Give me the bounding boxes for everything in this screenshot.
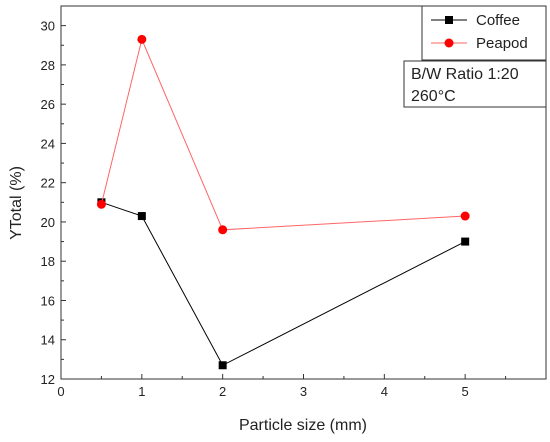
y-tick-label: 22 bbox=[41, 176, 55, 191]
x-axis-title: Particle size (mm) bbox=[239, 417, 367, 434]
x-tick-label: 3 bbox=[300, 384, 307, 399]
legend-coffee-label: Coffee bbox=[476, 12, 520, 29]
y-tick-label: 14 bbox=[41, 333, 55, 348]
coffee-point bbox=[461, 237, 470, 246]
x-tick-label: 5 bbox=[462, 384, 469, 399]
y-tick-label: 30 bbox=[41, 19, 55, 34]
legend-box bbox=[421, 5, 547, 61]
legend-coffee-marker bbox=[445, 16, 453, 24]
y-axis: 12 14 16 18 20 22 24 26 28 30 bbox=[41, 19, 66, 387]
annotation-box bbox=[403, 60, 547, 108]
coffee-point bbox=[218, 361, 227, 370]
peapod-series-line bbox=[100, 37, 466, 231]
y-tick-label: 12 bbox=[41, 372, 55, 387]
y-tick-label: 24 bbox=[41, 136, 55, 151]
peapod-point bbox=[137, 34, 147, 44]
y-tick-label: 16 bbox=[41, 293, 55, 308]
series-layer bbox=[96, 34, 470, 370]
coffee-point bbox=[137, 212, 146, 221]
annotation: B/W Ratio 1:20 260°C bbox=[403, 60, 547, 108]
peapod-point bbox=[218, 225, 228, 235]
x-axis: 0 1 2 3 4 5 bbox=[57, 374, 507, 399]
x-tick-label: 2 bbox=[219, 384, 226, 399]
annotation-line-2: 260°C bbox=[411, 88, 456, 105]
legend: Coffee Peapod bbox=[421, 5, 547, 61]
legend-peapod-marker bbox=[444, 38, 454, 48]
y-axis-title: YTotal (%) bbox=[8, 166, 25, 240]
peapod-point bbox=[460, 211, 470, 221]
y-tick-label: 20 bbox=[41, 215, 55, 230]
legend-peapod-label: Peapod bbox=[476, 35, 528, 52]
peapod-point bbox=[96, 199, 106, 209]
x-tick-label: 4 bbox=[381, 384, 388, 399]
annotation-line-1: B/W Ratio 1:20 bbox=[411, 66, 519, 83]
y-tick-label: 18 bbox=[41, 254, 55, 269]
y-tick-label: 26 bbox=[41, 97, 55, 112]
x-tick-label: 1 bbox=[138, 384, 145, 399]
y-tick-label: 28 bbox=[41, 58, 55, 73]
coffee-series-line bbox=[101, 201, 466, 366]
x-tick-label: 0 bbox=[57, 384, 64, 399]
